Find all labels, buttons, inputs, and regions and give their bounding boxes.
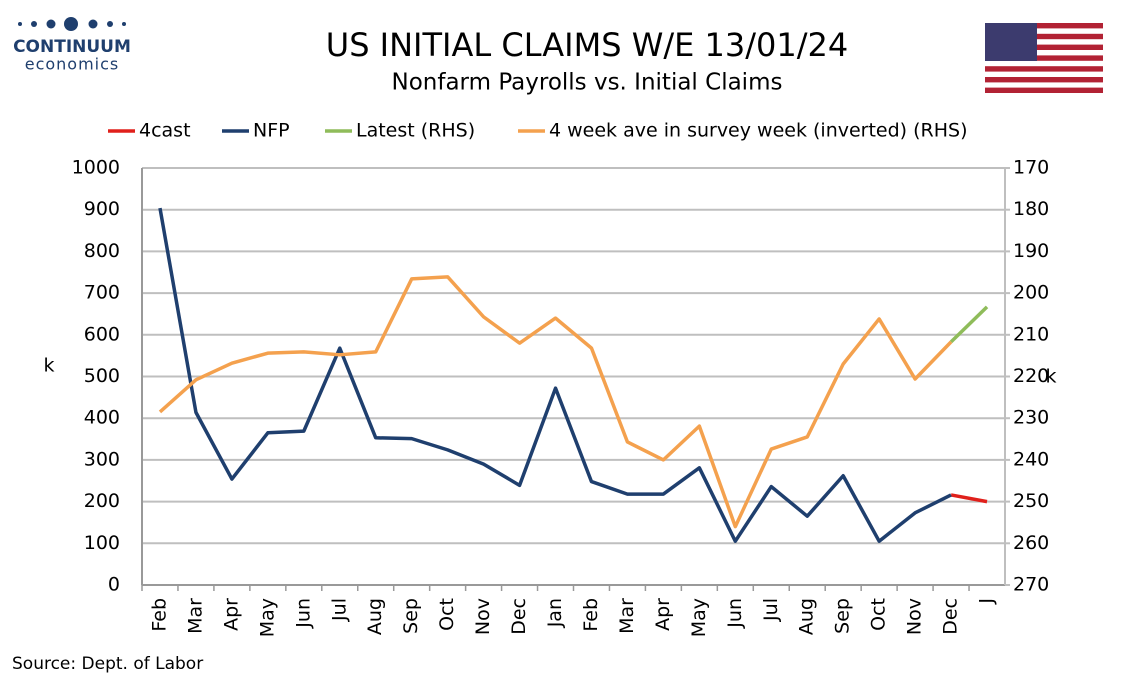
x-tick-label: May — [688, 598, 710, 637]
x-tick-label: Nov — [904, 598, 926, 635]
x-tick-label: Sep — [400, 598, 422, 634]
x-tick-label: Feb — [148, 598, 170, 632]
x-tick-label: Oct — [436, 598, 458, 631]
x-tick-label: Mar — [616, 598, 638, 634]
y2-tick-label: 270 — [1013, 574, 1049, 596]
line-series — [950, 493, 988, 504]
x-tick-label: Jul — [760, 598, 782, 622]
y2-tick-label: 200 — [1013, 282, 1049, 304]
y2-tick-label: 230 — [1013, 407, 1049, 429]
y-tick-label: 900 — [84, 198, 120, 220]
y-tick-label: 500 — [84, 365, 120, 387]
x-tick-label: Jan — [544, 598, 566, 628]
y2-tick-label: 260 — [1013, 532, 1049, 554]
y2-tick-label: 170 — [1013, 157, 1049, 179]
x-tick-label: Aug — [364, 598, 386, 635]
y2-tick-label: 220 — [1013, 365, 1049, 387]
y2-tick-label: 240 — [1013, 448, 1049, 470]
x-tick-label: Sep — [832, 598, 854, 634]
line-series — [158, 207, 952, 543]
x-tick-label: Dec — [940, 598, 962, 635]
y2-tick-label: 210 — [1013, 323, 1049, 345]
x-tick-label: Jun — [724, 598, 746, 629]
y-tick-label: 700 — [84, 282, 120, 304]
logo-name: CONTINUUM — [13, 37, 131, 57]
logo-dots — [18, 17, 126, 31]
y-tick-label: 200 — [84, 490, 120, 512]
x-tick-label: Jul — [328, 598, 350, 622]
legend-label: 4 week ave in survey week (inverted) (RH… — [549, 120, 968, 142]
x-tick-label: Aug — [796, 598, 818, 635]
x-tick-label: Oct — [868, 598, 890, 631]
y2-axis-label: k — [1045, 366, 1056, 388]
flag — [985, 23, 1103, 93]
x-tick-label: Mar — [184, 598, 206, 634]
y2-tick-label: 190 — [1013, 240, 1049, 262]
x-tick-label: Nov — [472, 598, 494, 635]
x-tick-label: Apr — [652, 598, 674, 631]
y-tick-label: 100 — [84, 532, 120, 554]
x-tick-label: Apr — [220, 598, 242, 631]
chart-title: US INITIAL CLAIMS W/E 13/01/24 — [326, 26, 848, 64]
line-series — [158, 275, 953, 529]
x-tick-label: J — [976, 598, 998, 605]
y-tick-label: 0 — [108, 574, 120, 596]
x-tick-label: May — [256, 598, 278, 637]
y-axis-label: k — [43, 355, 54, 377]
x-tick-label: Feb — [580, 598, 602, 632]
legend-label: 4cast — [139, 120, 191, 142]
y-tick-label: 300 — [84, 448, 120, 470]
x-tick-label: Jun — [292, 598, 314, 629]
chart-subtitle: Nonfarm Payrolls vs. Initial Claims — [392, 70, 783, 96]
legend-label: Latest (RHS) — [356, 120, 475, 142]
x-tick-label: Dec — [508, 598, 530, 635]
y-tick-label: 400 — [84, 407, 120, 429]
y-tick-label: 600 — [84, 323, 120, 345]
y-tick-label: 800 — [84, 240, 120, 262]
y2-tick-label: 180 — [1013, 198, 1049, 220]
y-tick-label: 1000 — [72, 157, 120, 179]
y2-tick-label: 250 — [1013, 490, 1049, 512]
line-series — [949, 305, 989, 344]
legend-label: NFP — [253, 120, 290, 142]
logo-tagline: economics — [25, 55, 120, 74]
source: Source: Dept. of Labor — [12, 654, 203, 674]
